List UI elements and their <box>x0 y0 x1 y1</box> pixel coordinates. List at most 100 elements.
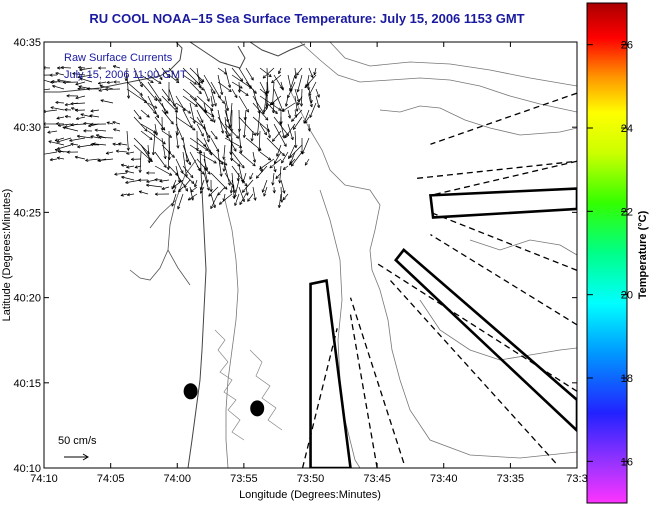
current-vector-head <box>291 118 293 122</box>
current-vector <box>133 116 148 132</box>
current-vector-head <box>278 205 282 209</box>
current-vector-head <box>247 198 249 202</box>
current-vector <box>259 67 272 78</box>
current-vector-head <box>113 80 117 83</box>
current-vector-head <box>204 143 207 147</box>
current-vector <box>269 158 282 169</box>
current-vector-head <box>118 143 122 146</box>
current-vector-head <box>152 112 156 115</box>
current-vector <box>175 172 189 192</box>
current-vector <box>75 95 86 99</box>
current-vector-head <box>64 103 68 106</box>
current-vector <box>217 81 232 92</box>
current-vector <box>223 193 226 202</box>
current-vector-head <box>176 145 179 149</box>
current-vector <box>231 158 241 167</box>
current-vector-head <box>161 127 164 131</box>
current-vector-head <box>75 116 79 120</box>
current-vector-head <box>245 192 248 196</box>
current-vector <box>161 109 174 125</box>
current-vector-head <box>200 90 202 94</box>
current-vector <box>309 102 317 118</box>
current-vector-head <box>57 125 62 127</box>
current-vector <box>234 193 240 206</box>
current-vector-head <box>269 102 272 106</box>
current-vector-head <box>155 105 158 109</box>
current-vector-head <box>166 76 170 79</box>
current-vector-head <box>245 110 249 113</box>
current-vector <box>56 157 65 160</box>
current-vector <box>203 151 207 171</box>
current-vector <box>249 172 254 180</box>
current-vector <box>182 144 191 166</box>
current-vector-head <box>77 146 81 149</box>
current-vector-head <box>289 154 291 158</box>
current-vector <box>308 67 314 78</box>
current-vector-head <box>56 122 60 125</box>
dashed-transect <box>349 297 405 464</box>
current-vector <box>224 165 231 186</box>
current-vector-head <box>207 136 211 139</box>
current-vector-head <box>263 193 267 197</box>
current-vector-head <box>56 157 60 160</box>
current-vector-head <box>38 78 40 80</box>
current-vector-head <box>262 190 265 193</box>
current-vector-head <box>301 151 305 155</box>
current-vector <box>308 88 312 104</box>
current-vector-head <box>266 117 269 121</box>
current-vector-head <box>138 169 141 173</box>
current-vector-head <box>75 97 79 100</box>
current-vector-head <box>209 119 213 122</box>
current-vector <box>161 186 170 190</box>
current-vector <box>147 95 159 118</box>
current-vector <box>287 123 294 140</box>
current-vector <box>189 81 202 95</box>
current-vector <box>92 143 107 146</box>
dashed-transect <box>430 92 577 145</box>
current-vector <box>173 179 184 188</box>
current-vector <box>280 179 285 194</box>
x-tick-label: 73:3 <box>566 473 587 485</box>
current-vector-head <box>289 156 293 158</box>
colorbar-tick-label: 16 <box>621 456 633 468</box>
current-vector-head <box>38 89 41 91</box>
current-vector <box>112 121 121 125</box>
current-vector-head <box>271 110 274 114</box>
chart-title: RU COOL NOAA–15 Sea Surface Temperature:… <box>89 11 524 26</box>
current-vector <box>168 88 176 107</box>
current-vector <box>79 67 93 71</box>
x-axis-label: Longitude (Degrees:Minutes) <box>239 489 381 501</box>
current-vector-head <box>254 132 257 136</box>
current-vector <box>187 193 198 201</box>
current-vector-head <box>97 158 101 161</box>
current-vector-head <box>76 135 80 138</box>
x-tick-label: 73:35 <box>497 473 525 485</box>
current-vector-head <box>90 135 94 137</box>
current-vector-head <box>296 72 298 76</box>
current-vector <box>90 109 100 112</box>
current-vector <box>154 67 163 80</box>
current-vector <box>280 81 284 91</box>
current-vector <box>297 74 303 93</box>
current-vector <box>266 137 285 157</box>
current-vector-head <box>126 194 131 197</box>
current-vector-head <box>283 168 287 170</box>
current-vector <box>85 158 100 161</box>
current-vector <box>269 95 282 106</box>
current-vector <box>177 193 184 210</box>
current-vector <box>196 116 211 139</box>
current-vector-head <box>163 156 166 160</box>
current-vector-head <box>305 163 308 166</box>
current-vector-head <box>158 99 162 102</box>
station-markers <box>183 383 265 417</box>
current-vector <box>210 109 216 123</box>
bathymetry-contour <box>469 239 577 256</box>
coastline <box>44 42 306 93</box>
current-vector <box>242 172 247 184</box>
current-vector-head <box>95 134 99 138</box>
current-vector-head <box>208 194 212 197</box>
current-vector <box>284 123 296 138</box>
current-vector <box>304 74 317 89</box>
current-vector <box>287 109 291 119</box>
current-vector <box>182 74 197 85</box>
